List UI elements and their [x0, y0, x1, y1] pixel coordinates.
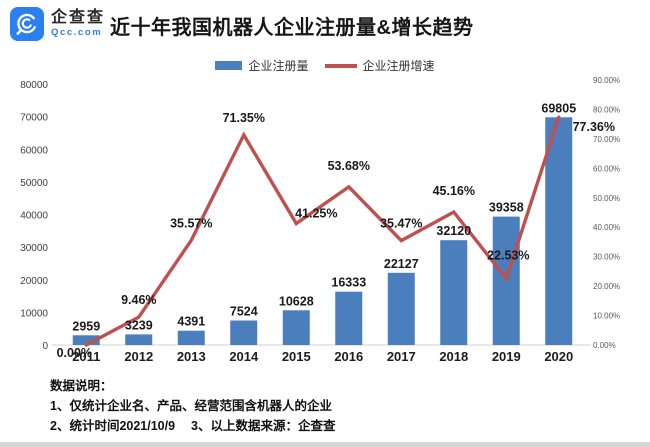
x-axis-label-2011: 2011 [72, 349, 100, 364]
bar-label-2014: 7524 [230, 305, 258, 319]
right-axis-tick: 0.00% [593, 341, 616, 350]
x-axis-label-2015: 2015 [282, 349, 311, 364]
bar-2012 [125, 334, 153, 345]
bar-2014 [230, 320, 258, 345]
right-axis-tick: 80.00% [593, 105, 620, 114]
legend-line-swatch [324, 63, 357, 68]
qcc-logo: 企查查 Qcc.com [10, 7, 105, 41]
right-axis-tick: 10.00% [593, 312, 620, 321]
qcc-logo-text: 企查查 Qcc.com [51, 9, 105, 39]
growth-label-2020: 77.36% [573, 120, 615, 134]
growth-label-2016: 53.68% [328, 159, 370, 173]
x-axis-label-2019: 2019 [492, 349, 521, 364]
right-axis-tick: 70.00% [593, 135, 620, 144]
x-axis-label-2018: 2018 [439, 349, 468, 364]
bar-label-2020: 69805 [541, 101, 576, 115]
bar-2019 [492, 216, 520, 345]
logo-name: 企查查 [51, 8, 106, 26]
bar-label-2017: 22127 [384, 257, 419, 271]
chart-legend: 企业注册量 企业注册增速 [0, 57, 650, 74]
data-notes-line-1: 1、仅统计企业名、产品、经营范围含机器人的企业 [50, 399, 332, 413]
x-axis-label-2020: 2020 [544, 349, 573, 364]
x-axis-label-2017: 2017 [387, 349, 416, 364]
growth-label-2015: 41.25% [295, 207, 337, 221]
growth-label-2011: 0.00% [57, 346, 92, 360]
x-axis-label-2012: 2012 [124, 349, 153, 364]
left-axis-tick: 40000 [20, 211, 48, 222]
bar-label-2012: 3239 [125, 318, 153, 332]
bar-2020 [545, 117, 573, 345]
growth-label-2017: 35.47% [380, 217, 422, 231]
data-notes-line-2: 2、统计时间2021/10/9 3、以上数据来源：企查查 [50, 419, 336, 433]
left-axis-tick: 10000 [20, 308, 48, 319]
left-axis-tick: 50000 [20, 178, 48, 189]
data-notes-heading: 数据说明： [50, 379, 113, 393]
left-axis-tick: 70000 [20, 113, 48, 124]
right-axis-tick: 30.00% [593, 253, 620, 262]
x-axis-label-2013: 2013 [177, 349, 206, 364]
right-axis-tick: 50.00% [593, 194, 620, 203]
right-axis-tick: 60.00% [593, 164, 620, 173]
growth-label-2012: 9.46% [121, 293, 156, 307]
bar-label-2019: 39358 [489, 201, 524, 215]
bar-2011 [72, 335, 100, 345]
x-axis-label-2014: 2014 [229, 349, 259, 364]
bar-2013 [177, 330, 205, 345]
growth-label-2013: 35.57% [170, 216, 212, 230]
left-axis-tick: 80000 [20, 80, 48, 91]
bar-label-2016: 16333 [331, 276, 366, 290]
bar-label-2015: 10628 [279, 294, 314, 308]
bar-2015 [282, 310, 310, 345]
qcc-logo-icon [10, 7, 44, 41]
left-axis-tick: 0 [42, 341, 48, 352]
legend-bar-swatch [215, 61, 243, 70]
right-axis-tick: 20.00% [593, 282, 620, 291]
left-axis-tick: 60000 [20, 145, 48, 156]
bar-label-2018: 32120 [436, 224, 471, 238]
bar-2017 [387, 272, 415, 345]
growth-label-2014: 71.35% [223, 111, 265, 125]
bar-2018 [440, 240, 468, 345]
page-title: 近十年我国机器人企业注册量&增长趋势 [110, 17, 474, 39]
right-axis-tick: 40.00% [593, 223, 620, 232]
data-notes: 数据说明： 1、仅统计企业名、产品、经营范围含机器人的企业 2、统计时间2021… [50, 376, 336, 436]
bar-label-2011: 2959 [72, 319, 100, 333]
legend-bar-label: 企业注册量 [248, 59, 309, 73]
x-axis-label-2016: 2016 [334, 349, 363, 364]
left-axis-tick: 30000 [20, 243, 48, 254]
bar-2016 [335, 291, 363, 345]
logo-domain: Qcc.com [51, 27, 103, 39]
growth-label-2019: 22.53% [487, 249, 529, 263]
right-axis-tick: 90.00% [593, 76, 620, 85]
bottom-edge [0, 442, 650, 447]
left-axis-tick: 20000 [20, 276, 48, 287]
growth-label-2018: 45.16% [433, 184, 475, 198]
bar-label-2013: 4391 [177, 315, 205, 329]
legend-line-label: 企业注册增速 [362, 59, 435, 73]
growth-line [84, 115, 561, 347]
